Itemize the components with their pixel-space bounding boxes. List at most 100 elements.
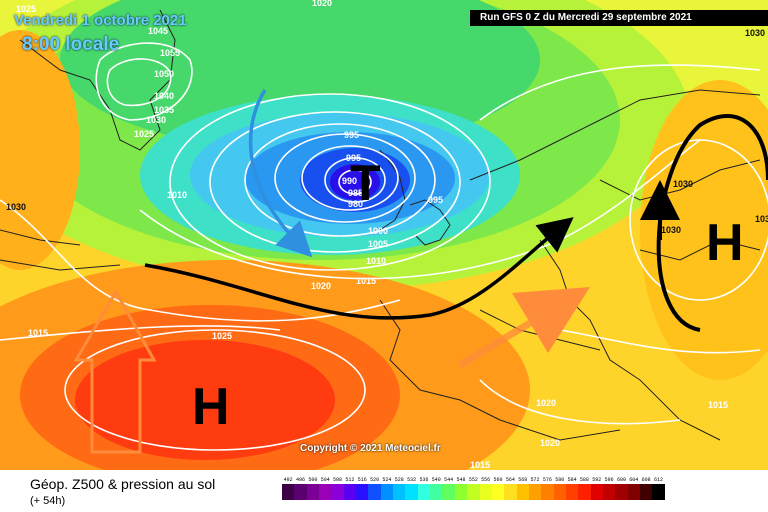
isobar-label: 1000: [368, 226, 388, 236]
scale-label: 544: [442, 477, 455, 484]
forecast-date: Vendredi 1 octobre 2021: [14, 12, 187, 29]
scale-cell: 556: [479, 477, 492, 500]
scale-cell: 548: [454, 477, 468, 500]
scale-cell: 564: [504, 477, 517, 500]
isobar-label: 1015: [470, 460, 490, 470]
scale-cell: 580: [553, 477, 566, 500]
scale-label: 516: [356, 477, 369, 484]
scale-cell: 524: [380, 477, 394, 500]
isobar-label: 1030: [661, 225, 681, 235]
scale-cell: 612: [652, 477, 665, 500]
scale-cell: 608: [639, 477, 653, 500]
copyright: Copyright © 2021 Meteociel.fr: [300, 443, 441, 454]
warm-advection-west-arrow: [73, 288, 157, 454]
isobar-label: 980: [348, 199, 363, 209]
jet-stream-arrow: [144, 217, 574, 320]
scale-cell: 568: [516, 477, 529, 500]
scale-cell: 576: [541, 477, 554, 500]
scale-cell: 584: [565, 477, 579, 500]
field-core: [330, 164, 380, 200]
scale-cell: 508: [331, 477, 344, 500]
scale-label: 556: [479, 477, 492, 484]
chart-title: Géop. Z500 & pression au sol: [30, 476, 216, 492]
isobar-label: 1030: [6, 202, 26, 212]
isobar-label: 995: [428, 195, 443, 205]
scale-label: 520: [368, 477, 381, 484]
scale-label: 508: [331, 477, 344, 484]
scale-label: 504: [319, 477, 332, 484]
scale-cell: 532: [405, 477, 418, 500]
isobar-label: 1015: [356, 276, 376, 286]
scale-cell: 600: [615, 477, 628, 500]
scale-cell: 512: [343, 477, 357, 500]
scale-label: 548: [454, 477, 468, 484]
scale-cell: 536: [417, 477, 431, 500]
scale-cell: 528: [393, 477, 406, 500]
scale-label: 604: [627, 477, 640, 484]
isobar-label: 1020: [540, 438, 560, 448]
forecast-time: 8:00 locale: [22, 34, 120, 55]
isobar-label: 1010: [167, 190, 187, 200]
weather-map: 1025 1045 1055 1050 1040 1035 1030 1025 …: [0, 0, 768, 470]
isobar-label: 1025: [134, 129, 154, 139]
isobar-label: 1020: [311, 281, 331, 291]
anticyclone-circulation-arrow: [656, 114, 768, 332]
scale-label: 600: [615, 477, 628, 484]
scale-cell: 552: [467, 477, 480, 500]
scale-cell: 516: [356, 477, 369, 500]
scale-cell: 496: [294, 477, 307, 500]
scale-label: 492: [282, 477, 295, 484]
isobar-label: 1015: [28, 328, 48, 338]
scale-cell: 572: [528, 477, 542, 500]
isobar-label: 1045: [148, 26, 168, 36]
scale-label: 580: [553, 477, 566, 484]
color-scale: 492 496 500 504 508 512 516 520 524 528 532 536 540 5…: [282, 477, 665, 500]
isobar-label: 1030: [745, 28, 765, 38]
scale-cell: 500: [306, 477, 320, 500]
scale-label: 568: [516, 477, 529, 484]
scale-cell: 596: [602, 477, 616, 500]
warm-advection-south-arrow: [458, 286, 591, 369]
scale-label: 592: [590, 477, 603, 484]
isobar-label: 1055: [160, 48, 180, 58]
model-run-label: Run GFS 0 Z du Mercredi 29 septembre 202…: [470, 10, 768, 26]
scale-cell: 504: [319, 477, 332, 500]
isobar-label: 1030: [673, 179, 693, 189]
scale-cell: 492: [282, 477, 295, 500]
low-pressure-symbol: T: [350, 155, 381, 211]
scale-label: 524: [380, 477, 394, 484]
scale-label: 532: [405, 477, 418, 484]
scale-cell: 560: [491, 477, 505, 500]
scale-label: 596: [602, 477, 616, 484]
isobar-label: 1015: [708, 400, 728, 410]
isobar-label: 990: [342, 176, 357, 186]
isobar-label: 995: [346, 153, 361, 163]
forecast-range: (+ 54h): [30, 495, 66, 507]
isobar-label: 1020: [536, 398, 556, 408]
scale-cell: 592: [590, 477, 603, 500]
scale-label: 500: [306, 477, 320, 484]
high-pressure-symbol: H: [192, 378, 230, 436]
scale-label: 572: [528, 477, 542, 484]
scale-cell: 540: [430, 477, 443, 500]
isobar-label: 1010: [366, 256, 386, 266]
isobar-label: 995: [344, 130, 359, 140]
map-canvas: 1025 1045 1055 1050 1040 1035 1030 1025 …: [0, 0, 768, 470]
isobar-label: 1035: [755, 214, 768, 224]
scale-label: 552: [467, 477, 480, 484]
high-pressure-symbol-east: H: [706, 214, 744, 272]
scale-cell: 544: [442, 477, 455, 500]
scale-label: 512: [343, 477, 357, 484]
isobar-label: 1050: [154, 69, 174, 79]
isobar-label: 1035: [154, 105, 174, 115]
scale-label: 576: [541, 477, 554, 484]
scale-label: 560: [491, 477, 505, 484]
isobar-label: 1030: [146, 115, 166, 125]
coastlines: [0, 9, 761, 441]
scale-cell: 604: [627, 477, 640, 500]
isobar-label: 1025: [212, 331, 232, 341]
isobar-label: 985: [348, 188, 363, 198]
scale-label: 540: [430, 477, 443, 484]
field-west: [0, 30, 80, 270]
scale-label: 612: [652, 477, 665, 484]
